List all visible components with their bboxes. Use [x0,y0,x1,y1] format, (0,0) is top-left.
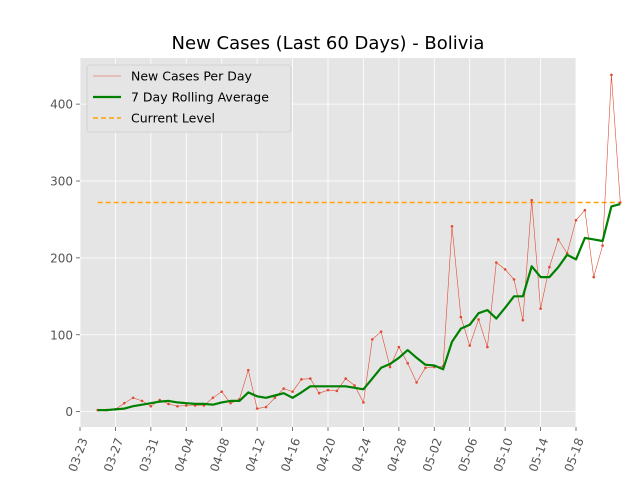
new-cases-point [176,404,179,408]
new-cases-point [494,261,498,264]
legend-box [86,64,292,133]
new-cases-point [273,396,277,400]
new-cases-point [459,315,463,319]
new-cases-point [468,344,472,347]
x-tick-label: 03-23 [66,436,91,474]
x-tick-label: 05-18 [562,436,587,474]
x-axis: 03-23 03-27 03-31 04-04 04-08 04-12 04-16 04-20… [66,427,587,474]
legend-item-current-level-label: Current Level [131,111,215,126]
legend: New Cases Per Day 7 Day Rolling Average Cu… [86,64,292,133]
new-cases-point [574,218,578,222]
series-layer [96,73,622,412]
new-cases-point [397,345,401,349]
y-axis: 0 100 200 300 400 [50,98,80,419]
new-cases-point [308,377,312,380]
y-tick-label: 400 [50,98,73,112]
new-cases-point [264,405,268,409]
new-cases-point [167,402,170,406]
new-cases-point [335,389,339,393]
new-cases-point [184,404,188,407]
legend-item-rolling-average-label: 7 Day Rolling Average [131,90,269,105]
new-cases-point [317,391,321,395]
new-cases-point [415,381,418,384]
y-tick-label: 0 [65,405,73,419]
new-cases-point [486,345,489,349]
new-cases-point [583,208,587,212]
x-tick-label: 04-04 [172,436,197,474]
new-cases-line [97,74,621,411]
new-cases-point [450,225,454,228]
legend-item-new-cases-label: New Cases Per Day [131,69,252,84]
new-cases-point [530,198,534,202]
new-cases-point [539,307,542,310]
new-cases-point [300,378,303,381]
new-cases-point [379,330,383,333]
new-cases-point [424,366,427,370]
new-cases-point [601,244,604,247]
new-cases-point [353,384,356,387]
x-tick-label: 05-10 [491,436,516,474]
new-cases-point [246,368,250,372]
x-tick-label: 04-08 [207,436,232,474]
new-cases-point [211,396,215,400]
new-cases-point [344,377,348,380]
new-cases-point [477,318,480,321]
new-cases-point [370,338,374,341]
x-tick-label: 03-27 [101,436,126,474]
new-cases-point [149,404,153,408]
new-cases-point [291,390,294,393]
new-cases-point [406,361,410,365]
new-cases-point [503,268,507,271]
new-cases-point [220,390,224,393]
rolling-average-line [97,203,621,412]
new-cases-point [512,278,516,281]
y-tick-label: 100 [50,328,73,342]
x-tick-label: 04-16 [278,436,303,474]
x-tick-label: 05-06 [455,436,480,474]
new-cases-point [282,387,286,390]
new-cases-point [388,365,392,369]
new-cases-point [229,401,232,405]
new-cases-point [556,238,560,241]
new-cases-point [131,396,135,400]
chart-title: New Cases (Last 60 Days) - Bolivia [172,33,485,54]
new-cases-point [592,275,596,279]
x-tick-label: 05-02 [420,436,445,474]
x-tick-label: 05-14 [526,436,551,474]
new-cases-point [122,401,126,405]
new-cases-point [521,318,525,322]
y-tick-label: 200 [50,251,73,265]
new-cases-point [255,407,259,410]
x-tick-label: 04-24 [349,436,374,474]
new-cases-point [140,399,144,403]
new-cases-point [548,265,551,269]
x-tick-label: 04-20 [314,436,339,474]
x-tick-label: 03-31 [136,436,161,474]
y-tick-label: 300 [50,175,73,189]
new-cases-point [326,388,330,392]
x-tick-label: 04-12 [243,436,268,474]
x-tick-label: 04-28 [384,436,409,474]
new-cases-point [610,73,613,77]
new-cases-point [362,401,365,404]
